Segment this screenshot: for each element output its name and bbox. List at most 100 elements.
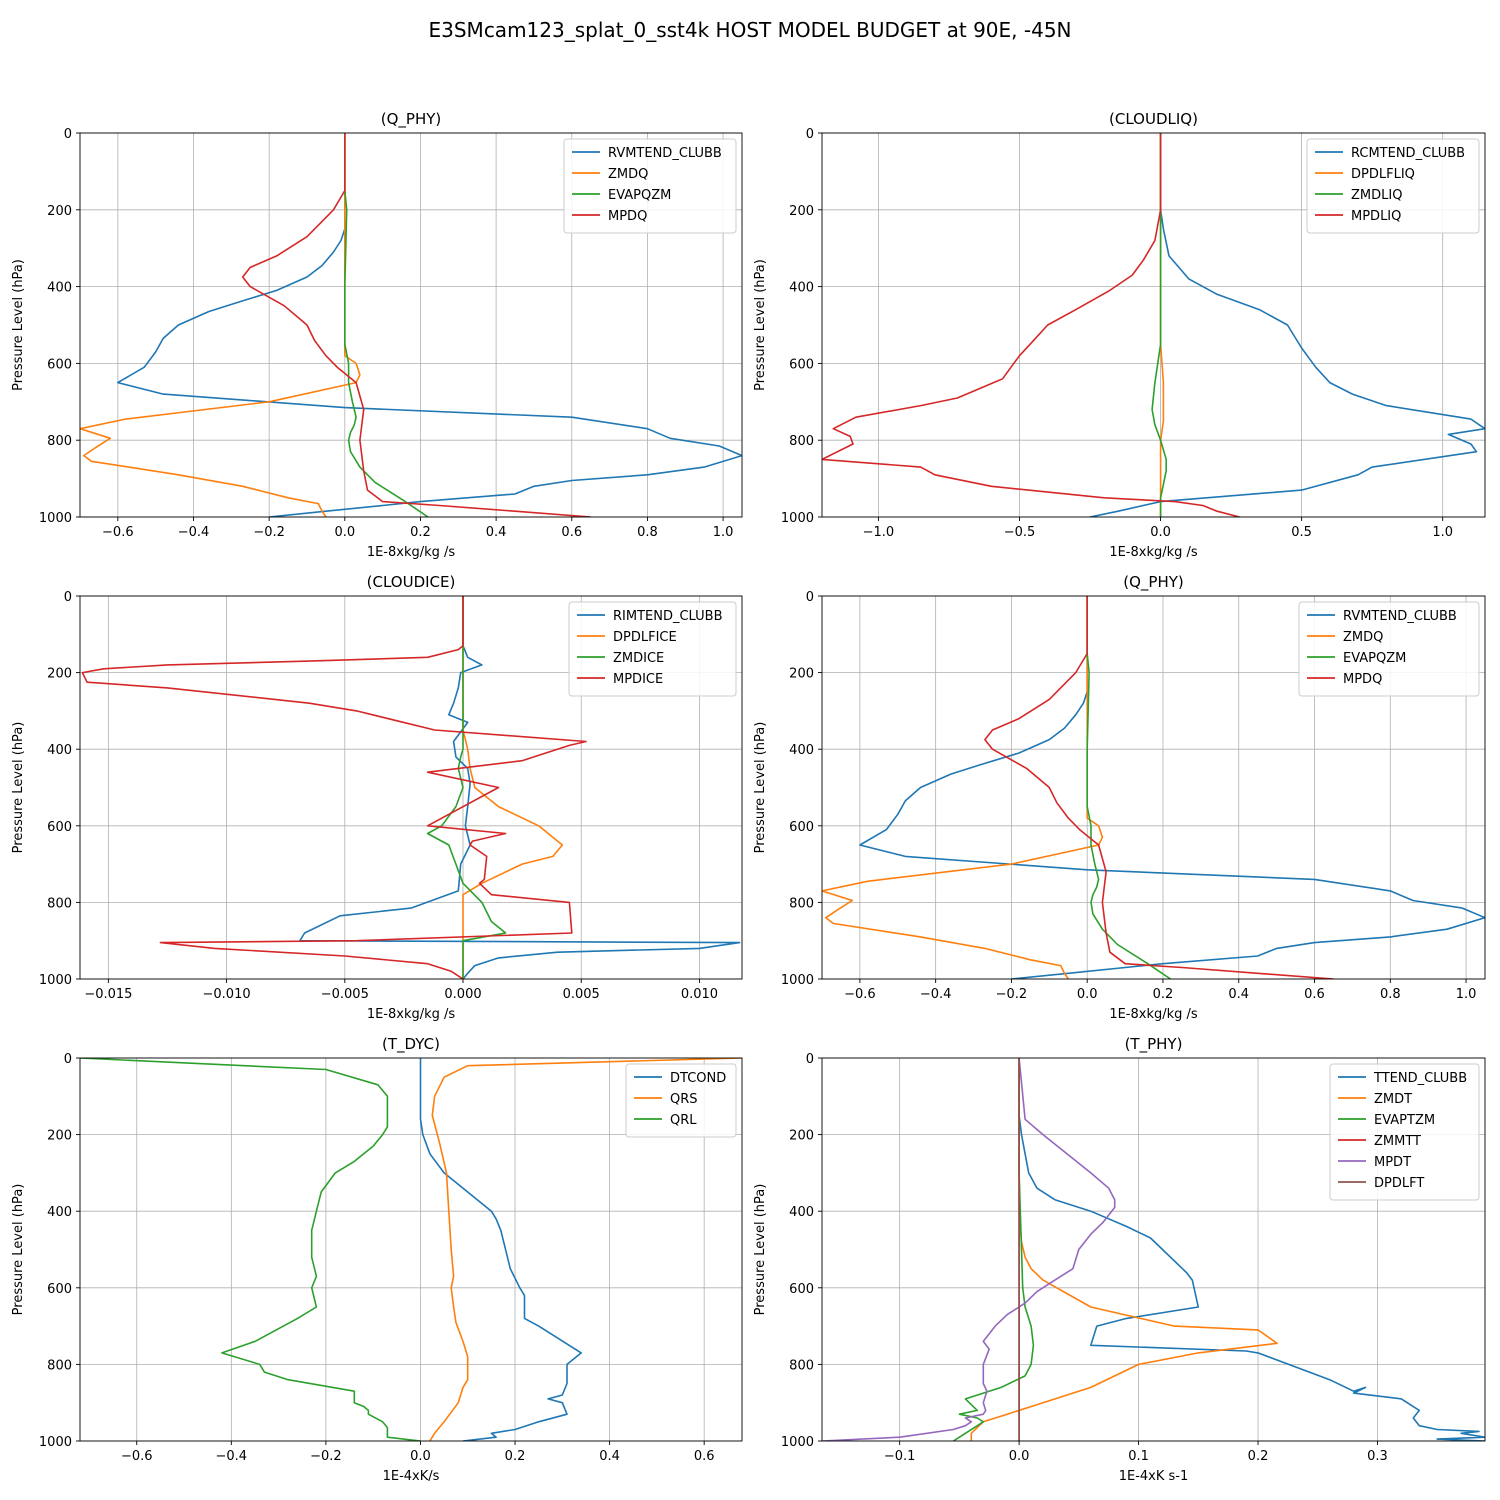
y-tick-label: 0 (64, 1052, 72, 1067)
panel-title: (Q_PHY) (1123, 573, 1184, 592)
x-tick-label: 0.005 (563, 987, 600, 1002)
axes-frame (821, 1057, 1486, 1442)
series-line-mpdice (81, 596, 587, 979)
legend-box (568, 601, 737, 697)
y-axis-label: Pressure Level (hPa) (11, 1184, 26, 1316)
y-tick-label: 400 (47, 1205, 72, 1220)
x-axis-label: 1E-8xkg/kg /s (367, 545, 456, 560)
chart-panel-1: −0.6 −0.4 −0.2 0.0 0.2 0.4 0.6 0.8 1.0 0 200 400 600… (11, 110, 743, 560)
panel-title: (T_PHY) (1125, 1035, 1183, 1054)
x-tick-label: 0.2 (505, 1449, 526, 1464)
y-tick-label: 400 (789, 1205, 814, 1220)
legend-label: DPDLFLIQ (1351, 167, 1415, 182)
y-tick-label: 0 (806, 590, 814, 605)
y-axis-label: Pressure Level (hPa) (11, 259, 26, 391)
legend-label: ZMMTT (1374, 1134, 1421, 1149)
series-line-qrl (80, 1058, 421, 1441)
axes-frame (79, 1057, 743, 1442)
x-tick-label: 0.010 (681, 987, 718, 1002)
legend-label: RVMTEND_CLUBB (608, 146, 722, 161)
panel-title: (CLOUDLIQ) (1109, 110, 1198, 128)
legend-label: MPDQ (1343, 672, 1382, 687)
legend-label: RIMTEND_CLUBB (613, 609, 723, 624)
y-tick-label: 1000 (39, 1435, 72, 1450)
y-tick-label: 600 (47, 820, 72, 835)
y-tick-label: 1000 (781, 1435, 814, 1450)
y-tick-label: 1000 (39, 511, 72, 526)
chart-panel-2: −1.0 −0.5 0.0 0.5 1.0 0 200 400 600 800 1000 (CLOUD… (753, 110, 1486, 560)
x-tick-label: 0.0 (1077, 987, 1098, 1002)
y-axis-label: Pressure Level (hPa) (753, 1184, 768, 1316)
legend-label: MPDICE (613, 672, 663, 687)
x-tick-label: 0.2 (1248, 1449, 1269, 1464)
x-tick-label: −0.2 (253, 525, 285, 540)
panel-title: (Q_PHY) (381, 110, 442, 129)
x-tick-label: 0.1 (1128, 1449, 1149, 1464)
x-tick-label: 0.3 (1367, 1449, 1388, 1464)
x-tick-label: 0.6 (561, 525, 582, 540)
axes-frame (821, 132, 1486, 518)
y-tick-label: 400 (47, 743, 72, 758)
x-tick-label: −0.015 (84, 987, 132, 1002)
y-tick-label: 1000 (781, 511, 814, 526)
x-tick-label: 0.8 (1380, 987, 1401, 1002)
x-axis-label: 1E-8xkg/kg /s (367, 1007, 456, 1022)
series-line-evapqzm (1086, 596, 1171, 979)
x-tick-label: 1.0 (1432, 525, 1453, 540)
series-line-mpdt (822, 1058, 1116, 1441)
legend-box (1306, 138, 1480, 234)
legend-label: RVMTEND_CLUBB (1343, 609, 1457, 624)
series-line-zmdliq (1151, 133, 1167, 517)
x-tick-label: −0.5 (1004, 525, 1036, 540)
series-line-rimtend_clubb (299, 596, 741, 979)
legend: RVMTEND_CLUBB ZMDQ EVAPQZM MPDQ (1298, 601, 1480, 697)
x-tick-label: 0.5 (1291, 525, 1312, 540)
chart-panel-3: −0.015 −0.010 −0.005 0.000 0.005 0.010 0 200 400… (11, 573, 743, 1022)
y-tick-label: 400 (789, 743, 814, 758)
panel-title: (CLOUDICE) (367, 573, 456, 591)
axes-frame (79, 132, 743, 518)
x-tick-label: −0.2 (310, 1449, 342, 1464)
legend: DTCOND QRS QRL (625, 1063, 737, 1138)
y-tick-label: 200 (789, 1129, 814, 1144)
x-tick-label: −0.4 (178, 525, 210, 540)
legend-box (1298, 601, 1480, 697)
legend-label: ZMDQ (608, 167, 648, 182)
panel-title: (T_DYC) (382, 1035, 440, 1054)
y-tick-label: 1000 (39, 973, 72, 988)
x-tick-label: 0.0 (410, 1449, 431, 1464)
y-tick-label: 800 (47, 896, 72, 911)
x-tick-label: 0.6 (694, 1449, 715, 1464)
y-tick-label: 200 (47, 667, 72, 682)
series-line-dpdlfice (462, 596, 564, 979)
y-tick-label: 600 (47, 1282, 72, 1297)
y-tick-label: 0 (806, 127, 814, 142)
series-line-ttend_clubb (1018, 1058, 1485, 1441)
legend-label: MPDLIQ (1351, 209, 1401, 224)
y-tick-label: 800 (789, 1358, 814, 1373)
x-tick-label: 0.4 (1228, 987, 1249, 1002)
series-lines (822, 596, 1485, 979)
legend: RVMTEND_CLUBB ZMDQ EVAPQZM MPDQ (563, 138, 737, 234)
legend-label: ZMDICE (613, 651, 664, 666)
y-tick-label: 400 (47, 281, 72, 296)
x-tick-label: 1.0 (713, 525, 734, 540)
y-tick-label: 200 (789, 204, 814, 219)
y-tick-label: 0 (64, 127, 72, 142)
legend-box (563, 138, 737, 234)
series-line-dtcond (419, 1058, 583, 1441)
x-tick-label: −1.0 (863, 525, 895, 540)
y-axis-label: Pressure Level (hPa) (753, 259, 768, 391)
legend-label: EVAPQZM (608, 188, 671, 203)
legend-label: DPDLFT (1374, 1176, 1424, 1191)
x-tick-label: 1.0 (1456, 987, 1477, 1002)
chart-panel-4: −0.6 −0.4 −0.2 0.0 0.2 0.4 0.6 0.8 1.0 0 200 400 600… (753, 573, 1486, 1022)
legend-label: DPDLFICE (613, 630, 677, 645)
x-tick-label: 0.6 (1304, 987, 1325, 1002)
axes-frame (79, 595, 743, 980)
series-line-rvmtend_clubb (117, 133, 742, 517)
axes-frame (821, 595, 1486, 980)
legend-label: EVAPQZM (1343, 651, 1406, 666)
